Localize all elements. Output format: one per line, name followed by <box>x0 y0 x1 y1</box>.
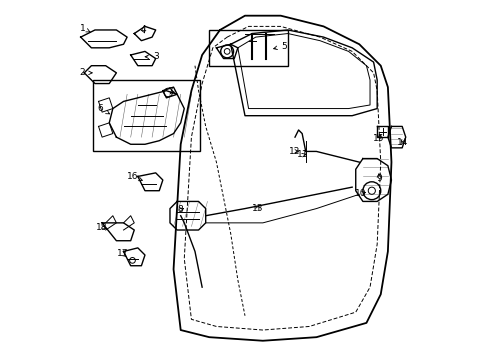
Text: 17: 17 <box>117 249 128 258</box>
Text: 16: 16 <box>127 172 142 181</box>
Text: 4: 4 <box>140 26 146 35</box>
Text: 2: 2 <box>80 68 92 77</box>
Text: 11: 11 <box>297 150 309 159</box>
Text: 6: 6 <box>98 104 110 114</box>
Text: 10: 10 <box>355 189 367 198</box>
Text: 7: 7 <box>167 87 174 96</box>
Bar <box>209 30 288 66</box>
Bar <box>93 80 200 152</box>
Text: 15: 15 <box>373 134 385 143</box>
Text: 5: 5 <box>273 41 287 50</box>
Text: 8: 8 <box>178 205 184 214</box>
Text: 12: 12 <box>289 147 301 156</box>
Text: 3: 3 <box>145 52 159 61</box>
Text: 13: 13 <box>252 204 263 213</box>
Text: 9: 9 <box>376 174 382 183</box>
Text: 14: 14 <box>396 138 408 147</box>
Text: 1: 1 <box>79 24 91 33</box>
Text: 18: 18 <box>97 222 108 231</box>
